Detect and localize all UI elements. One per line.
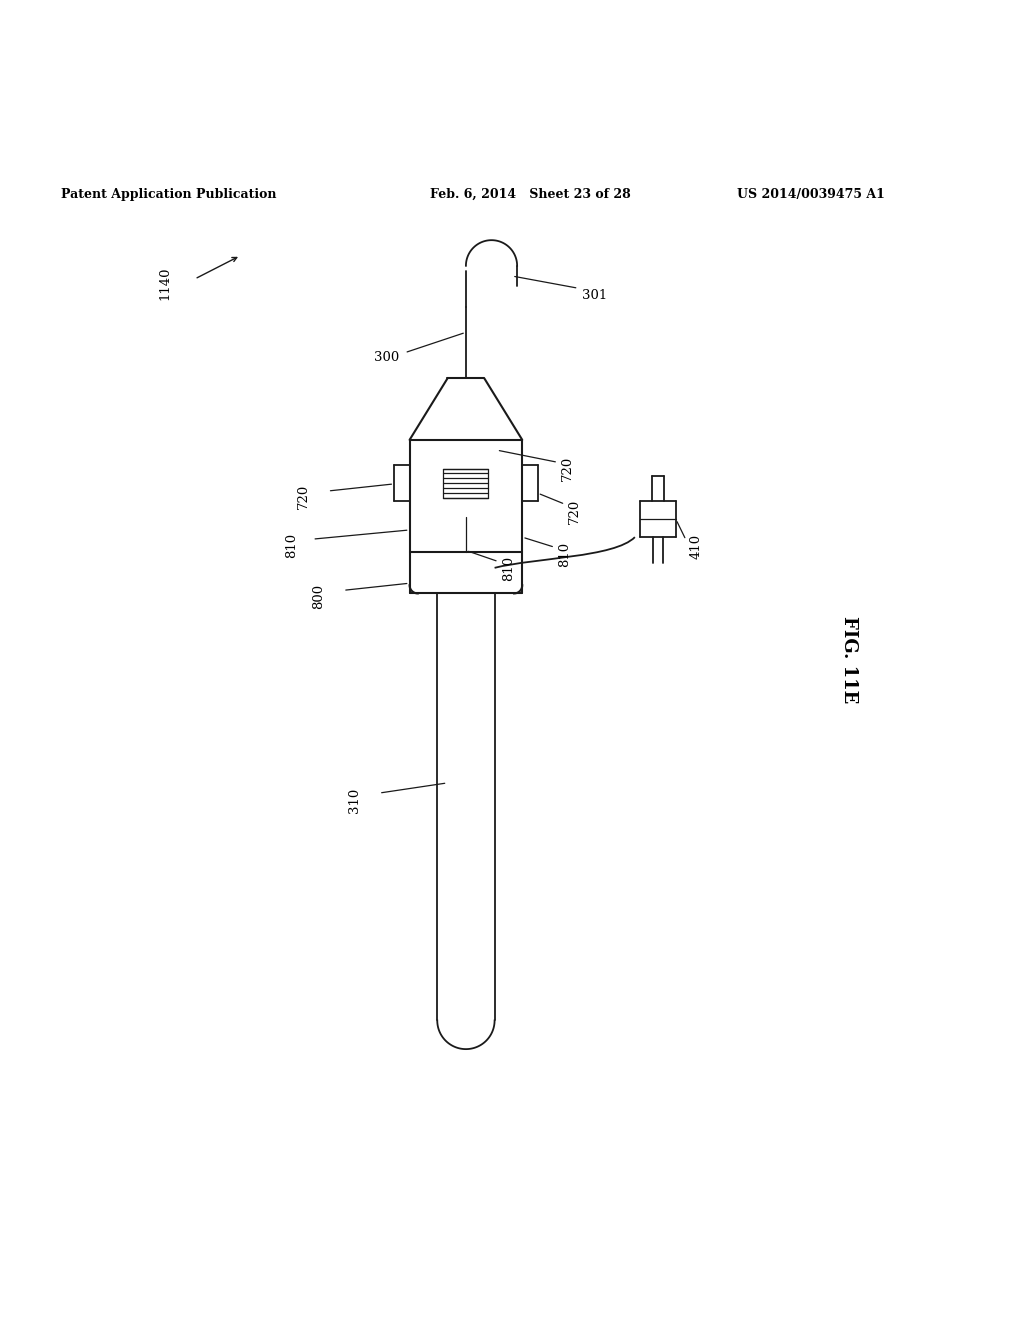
Text: 720: 720 xyxy=(568,499,582,524)
Text: 810: 810 xyxy=(502,556,515,581)
Text: 720: 720 xyxy=(297,483,310,508)
Text: 800: 800 xyxy=(312,583,326,609)
Text: FIG. 11E: FIG. 11E xyxy=(840,616,858,704)
Text: 810: 810 xyxy=(285,533,298,558)
Text: 301: 301 xyxy=(582,289,607,302)
Text: 310: 310 xyxy=(348,788,361,813)
Text: Patent Application Publication: Patent Application Publication xyxy=(61,187,276,201)
Text: Feb. 6, 2014   Sheet 23 of 28: Feb. 6, 2014 Sheet 23 of 28 xyxy=(430,187,631,201)
Text: 1140: 1140 xyxy=(159,267,172,300)
Text: 810: 810 xyxy=(558,543,571,568)
Text: 410: 410 xyxy=(689,533,702,558)
Text: 300: 300 xyxy=(374,351,399,364)
Text: 720: 720 xyxy=(561,455,574,480)
Text: US 2014/0039475 A1: US 2014/0039475 A1 xyxy=(737,187,885,201)
